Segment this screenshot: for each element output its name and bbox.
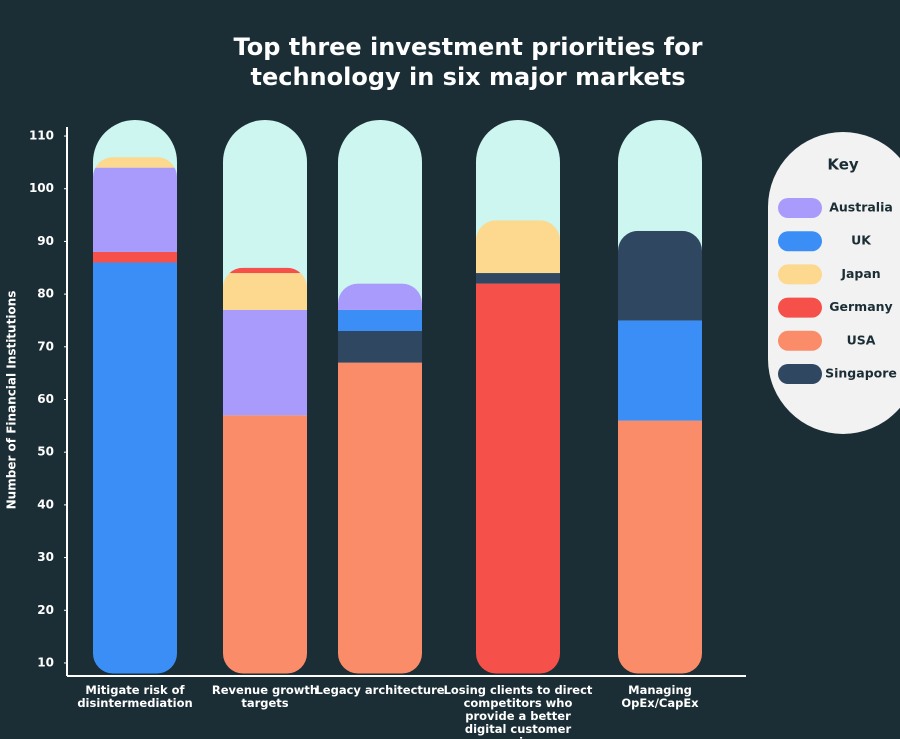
legend-label: UK [851,233,872,248]
legend-label: Japan [840,266,880,281]
legend-swatch [778,297,822,318]
x-tick-label: Revenue growth targets [211,683,319,710]
bar-segment [223,267,307,274]
legend-swatch [778,330,822,351]
legend-label: USA [847,332,876,347]
y-axis-label: Number of Financial Institutions [5,291,19,510]
bar-stack [476,220,560,674]
bar-segment [93,157,177,168]
legend-label: Australia [829,200,893,215]
x-tick-label: Mitigate risk of disintermediation [77,683,193,710]
bar-segment [93,251,177,263]
bar-segment [618,320,702,421]
y-tick-label: 40 [37,497,54,511]
y-tick-label: 80 [37,287,54,301]
bar-stack [223,267,307,674]
bar-segment [476,220,560,274]
y-tick-label: 20 [37,603,54,617]
legend-label: Germany [829,299,892,314]
legend-swatch [778,231,822,252]
legend-swatch [778,364,822,384]
bar-segment [93,262,177,674]
y-tick-label: 60 [37,392,54,406]
bar-stack [618,230,702,674]
bar-segment [93,167,177,252]
y-tick-label: 90 [37,234,54,248]
y-tick-label: 100 [29,181,54,195]
bar-segment [223,415,307,674]
bar-stack [338,283,422,674]
bar-segment [476,283,560,674]
y-tick-label: 70 [37,339,54,353]
bar-segment [618,420,702,674]
bar-segment [338,331,422,363]
bar-stack [93,157,177,674]
legend-title: Key [827,156,859,174]
bar-segment [476,273,560,284]
y-tick-label: 10 [37,655,54,669]
bar-segment [338,362,422,674]
bar-segment [618,230,702,321]
bar-segment [338,283,422,310]
y-tick-label: 30 [37,550,54,564]
legend-label: Singapore [825,366,897,381]
x-tick-label: Managing OpEx/CapEx [621,683,699,710]
legend-swatch [778,264,822,285]
x-tick-label: Legacy architecture [315,683,445,697]
y-tick-label: 50 [37,445,54,459]
bar-segment [223,273,307,310]
y-tick-label: 110 [29,129,54,143]
legend-swatch [778,198,822,218]
x-tick-label: Losing clients to direct competitors who… [443,683,593,739]
bar-segment [223,309,307,416]
bar-segment [338,309,422,331]
chart-title: Top three investment priorities for techn… [234,33,703,91]
